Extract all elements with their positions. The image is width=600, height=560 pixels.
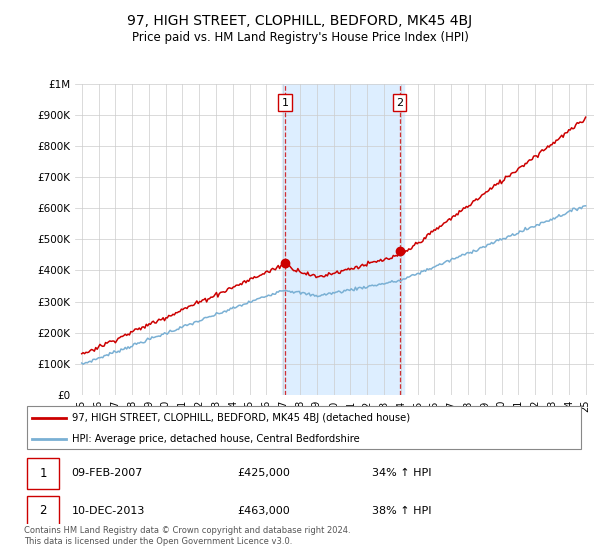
Text: Price paid vs. HM Land Registry's House Price Index (HPI): Price paid vs. HM Land Registry's House … bbox=[131, 31, 469, 44]
Bar bbox=[281, 84, 404, 395]
FancyBboxPatch shape bbox=[27, 496, 59, 526]
Text: 10-DEC-2013: 10-DEC-2013 bbox=[71, 506, 145, 516]
Text: HPI: Average price, detached house, Central Bedfordshire: HPI: Average price, detached house, Cent… bbox=[71, 435, 359, 444]
Text: 1: 1 bbox=[281, 97, 289, 108]
Text: 2: 2 bbox=[40, 505, 47, 517]
Text: Contains HM Land Registry data © Crown copyright and database right 2024.
This d: Contains HM Land Registry data © Crown c… bbox=[24, 526, 350, 546]
Text: 34% ↑ HPI: 34% ↑ HPI bbox=[372, 468, 431, 478]
FancyBboxPatch shape bbox=[27, 406, 581, 450]
Text: 1: 1 bbox=[40, 466, 47, 480]
Text: 97, HIGH STREET, CLOPHILL, BEDFORD, MK45 4BJ: 97, HIGH STREET, CLOPHILL, BEDFORD, MK45… bbox=[127, 14, 473, 28]
Text: 09-FEB-2007: 09-FEB-2007 bbox=[71, 468, 143, 478]
Text: 2: 2 bbox=[396, 97, 403, 108]
Text: 38% ↑ HPI: 38% ↑ HPI bbox=[372, 506, 431, 516]
Text: £425,000: £425,000 bbox=[237, 468, 290, 478]
Text: 97, HIGH STREET, CLOPHILL, BEDFORD, MK45 4BJ (detached house): 97, HIGH STREET, CLOPHILL, BEDFORD, MK45… bbox=[71, 413, 410, 423]
Text: £463,000: £463,000 bbox=[237, 506, 290, 516]
FancyBboxPatch shape bbox=[27, 458, 59, 488]
